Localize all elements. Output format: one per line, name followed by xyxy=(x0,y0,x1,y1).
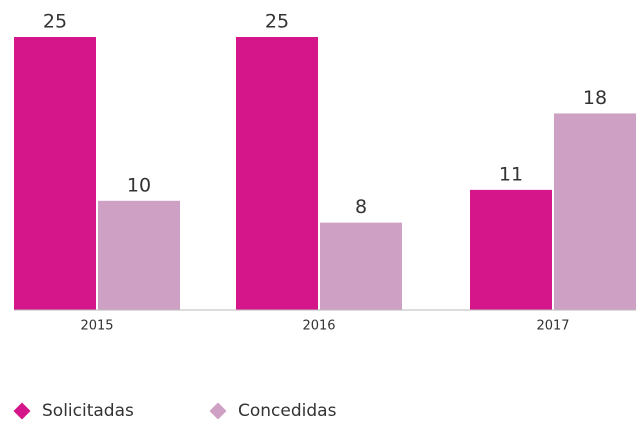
data-label: 8 xyxy=(355,196,367,218)
x-tick-label: 2017 xyxy=(536,319,569,334)
bar xyxy=(98,200,180,310)
bar xyxy=(554,113,636,310)
x-tick-label: 2015 xyxy=(80,319,113,334)
legend-label: Solicitadas xyxy=(42,401,134,421)
bar xyxy=(320,222,402,310)
data-label: 25 xyxy=(43,11,67,33)
bar xyxy=(236,37,318,310)
data-label: 11 xyxy=(499,163,523,185)
data-label: 10 xyxy=(127,174,151,196)
data-label: 25 xyxy=(265,11,289,33)
legend-label: Concedidas xyxy=(238,401,337,421)
bar xyxy=(14,37,96,310)
x-tick-label: 2016 xyxy=(302,319,335,334)
data-label: 18 xyxy=(583,87,607,109)
legend-swatch xyxy=(209,402,227,420)
bar xyxy=(470,189,552,310)
legend-swatch xyxy=(13,402,31,420)
